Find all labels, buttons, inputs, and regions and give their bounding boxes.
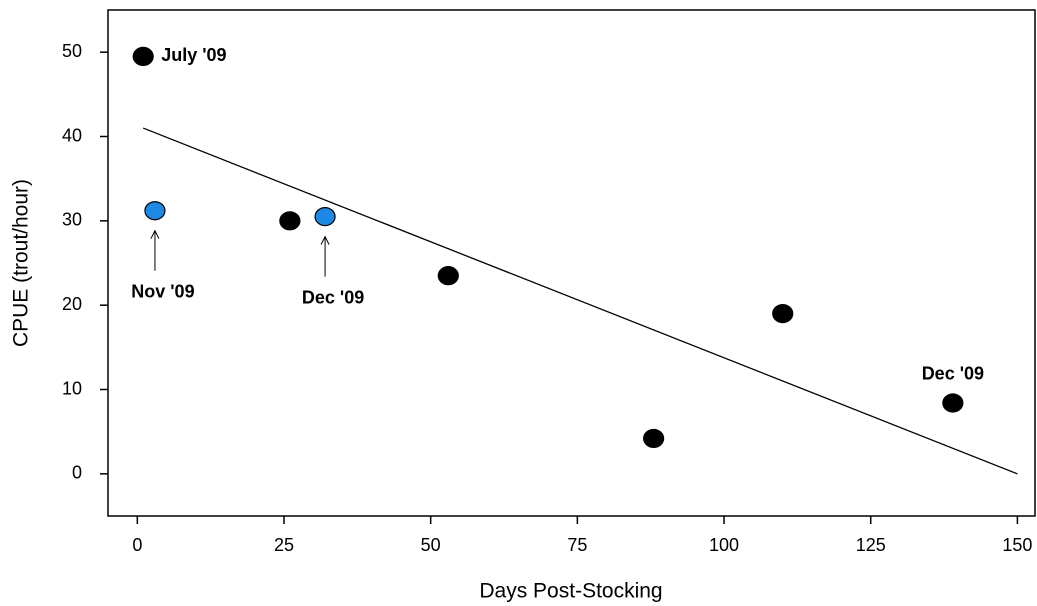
y-tick-label: 40 [62,125,82,145]
point [643,428,665,449]
x-tick-label: 125 [856,535,886,555]
annotation-arrowhead [320,235,330,245]
y-tick-label: 30 [62,210,82,230]
annotation: Nov '09 [131,281,194,301]
annotation: July '09 [161,45,226,65]
y-tick-label: 0 [72,463,82,483]
x-tick-label: 150 [1002,535,1032,555]
x-tick-label: 100 [709,535,739,555]
trend-line [142,127,1018,475]
point [144,201,166,221]
x-tick-label: 0 [132,535,142,555]
y-tick-label: 20 [62,294,82,314]
y-axis-label: CPUE (trout/hour) [10,179,33,347]
annotation: Dec '09 [922,364,984,384]
point [132,46,154,66]
y-tick-label: 10 [62,378,82,398]
x-axis-label: Days Post-Stocking [479,580,662,603]
point [437,266,459,286]
annotation: Dec '09 [302,287,364,307]
point [314,207,336,227]
x-tick-label: 75 [567,535,587,555]
x-tick-label: 25 [274,535,294,555]
annotation-arrowhead [150,229,160,239]
point [772,304,794,324]
plot-frame [107,9,1036,517]
x-tick-label: 50 [421,535,441,555]
point [942,393,964,413]
y-tick-label: 50 [62,41,82,61]
point [279,211,301,231]
